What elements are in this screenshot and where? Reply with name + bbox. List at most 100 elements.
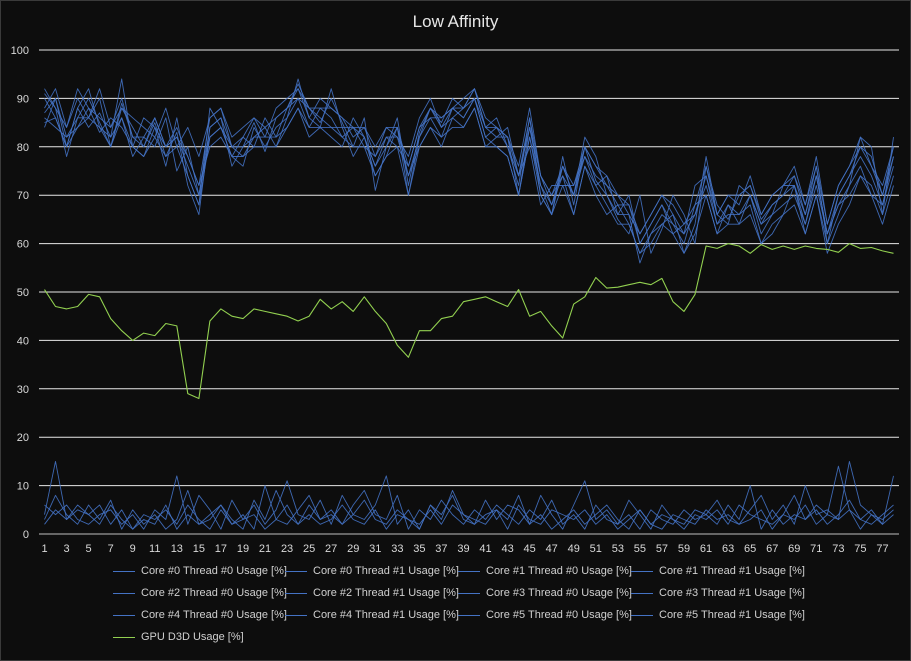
x-tick-label: 3 bbox=[64, 543, 70, 555]
legend-label: Core #3 Thread #0 Usage [%] bbox=[486, 587, 632, 599]
x-tick-label: 19 bbox=[237, 543, 249, 555]
legend-swatch bbox=[285, 592, 307, 594]
series-line-6 bbox=[44, 97, 894, 245]
legend-item: Core #0 Thread #1 Usage [%] bbox=[285, 565, 459, 577]
legend-label: Core #1 Thread #1 Usage [%] bbox=[659, 565, 805, 577]
x-tick-label: 17 bbox=[215, 543, 227, 555]
x-tick-label: 67 bbox=[766, 543, 778, 555]
series-line-1 bbox=[44, 83, 894, 254]
x-tick-label: 33 bbox=[391, 543, 403, 555]
x-tick-label: 5 bbox=[86, 543, 92, 555]
series-line-8 bbox=[44, 107, 894, 254]
legend-swatch bbox=[113, 636, 135, 638]
legend-label: Core #3 Thread #1 Usage [%] bbox=[659, 587, 805, 599]
y-tick-label: 70 bbox=[17, 190, 29, 202]
y-tick-label: 0 bbox=[23, 529, 29, 541]
y-tick-label: 50 bbox=[17, 287, 29, 299]
legend-item: GPU D3D Usage [%] bbox=[113, 631, 244, 643]
x-tick-label: 13 bbox=[171, 543, 183, 555]
chart-title: Low Affinity bbox=[412, 12, 499, 31]
x-tick-label: 73 bbox=[832, 543, 844, 555]
legend-label: Core #5 Thread #0 Usage [%] bbox=[486, 609, 632, 621]
legend-swatch bbox=[631, 570, 653, 572]
legend-label: Core #4 Thread #1 Usage [%] bbox=[313, 609, 459, 621]
x-tick-label: 25 bbox=[303, 543, 315, 555]
legend-item: Core #5 Thread #0 Usage [%] bbox=[458, 609, 632, 621]
legend-label: Core #4 Thread #0 Usage [%] bbox=[141, 609, 287, 621]
legend-label: Core #0 Thread #0 Usage [%] bbox=[141, 565, 287, 577]
legend-item: Core #4 Thread #1 Usage [%] bbox=[285, 609, 459, 621]
series-line-3 bbox=[44, 88, 894, 235]
x-tick-label: 35 bbox=[413, 543, 425, 555]
legend-swatch bbox=[113, 592, 135, 594]
series-line-10 bbox=[44, 460, 894, 530]
series-line-11 bbox=[44, 489, 894, 530]
x-tick-label: 1 bbox=[41, 543, 47, 555]
x-tick-label: 71 bbox=[810, 543, 822, 555]
legend-item: Core #2 Thread #1 Usage [%] bbox=[285, 587, 459, 599]
series-line-12 bbox=[44, 504, 894, 530]
x-tick-label: 37 bbox=[435, 543, 447, 555]
legend-swatch bbox=[113, 570, 135, 572]
x-tick-label: 55 bbox=[634, 543, 646, 555]
x-tick-label: 45 bbox=[524, 543, 536, 555]
y-tick-label: 100 bbox=[11, 45, 29, 57]
x-tick-label: 9 bbox=[130, 543, 136, 555]
series-line-13 bbox=[44, 243, 894, 400]
series-line-2 bbox=[44, 97, 894, 254]
x-tick-label: 11 bbox=[149, 543, 160, 555]
legend-swatch bbox=[458, 592, 480, 594]
x-tick-label: 29 bbox=[347, 543, 359, 555]
legend-label: GPU D3D Usage [%] bbox=[141, 631, 244, 643]
legend-item: Core #3 Thread #1 Usage [%] bbox=[631, 587, 805, 599]
y-tick-label: 90 bbox=[17, 93, 29, 105]
y-tick-label: 20 bbox=[17, 432, 29, 444]
legend-label: Core #2 Thread #1 Usage [%] bbox=[313, 587, 459, 599]
legend-label: Core #2 Thread #0 Usage [%] bbox=[141, 587, 287, 599]
x-tick-label: 21 bbox=[259, 543, 271, 555]
legend-label: Core #1 Thread #0 Usage [%] bbox=[486, 565, 632, 577]
legend-item: Core #0 Thread #0 Usage [%] bbox=[113, 565, 287, 577]
legend-swatch bbox=[113, 614, 135, 616]
legend-item: Core #2 Thread #0 Usage [%] bbox=[113, 587, 287, 599]
legend-swatch bbox=[458, 614, 480, 616]
legend-item: Core #1 Thread #1 Usage [%] bbox=[631, 565, 805, 577]
legend-swatch bbox=[285, 614, 307, 616]
x-tick-label: 41 bbox=[479, 543, 491, 555]
legend-swatch bbox=[631, 614, 653, 616]
legend-item: Core #4 Thread #0 Usage [%] bbox=[113, 609, 287, 621]
legend-swatch bbox=[631, 592, 653, 594]
legend-item: Core #1 Thread #0 Usage [%] bbox=[458, 565, 632, 577]
x-tick-label: 39 bbox=[457, 543, 469, 555]
x-tick-label: 77 bbox=[876, 543, 888, 555]
series-line-7 bbox=[44, 88, 894, 235]
x-tick-label: 31 bbox=[369, 543, 381, 555]
legend-item: Core #5 Thread #1 Usage [%] bbox=[631, 609, 805, 621]
y-tick-label: 30 bbox=[17, 384, 29, 396]
x-tick-label: 75 bbox=[854, 543, 866, 555]
legend-label: Core #0 Thread #1 Usage [%] bbox=[313, 565, 459, 577]
x-tick-label: 43 bbox=[501, 543, 513, 555]
x-tick-label: 47 bbox=[546, 543, 558, 555]
x-tick-label: 53 bbox=[612, 543, 624, 555]
x-tick-label: 61 bbox=[700, 543, 712, 555]
legend-label: Core #5 Thread #1 Usage [%] bbox=[659, 609, 805, 621]
y-tick-label: 40 bbox=[17, 335, 29, 347]
x-tick-label: 63 bbox=[722, 543, 734, 555]
x-tick-label: 51 bbox=[590, 543, 602, 555]
legend-swatch bbox=[458, 570, 480, 572]
y-tick-label: 60 bbox=[17, 239, 29, 251]
x-tick-label: 15 bbox=[193, 543, 205, 555]
x-tick-label: 27 bbox=[325, 543, 337, 555]
x-tick-label: 49 bbox=[568, 543, 580, 555]
x-tick-label: 65 bbox=[744, 543, 756, 555]
x-tick-label: 59 bbox=[678, 543, 690, 555]
legend-item: Core #3 Thread #0 Usage [%] bbox=[458, 587, 632, 599]
x-tick-label: 57 bbox=[656, 543, 668, 555]
legend-swatch bbox=[285, 570, 307, 572]
x-tick-label: 69 bbox=[788, 543, 800, 555]
y-tick-label: 80 bbox=[17, 142, 29, 154]
x-tick-label: 23 bbox=[281, 543, 293, 555]
